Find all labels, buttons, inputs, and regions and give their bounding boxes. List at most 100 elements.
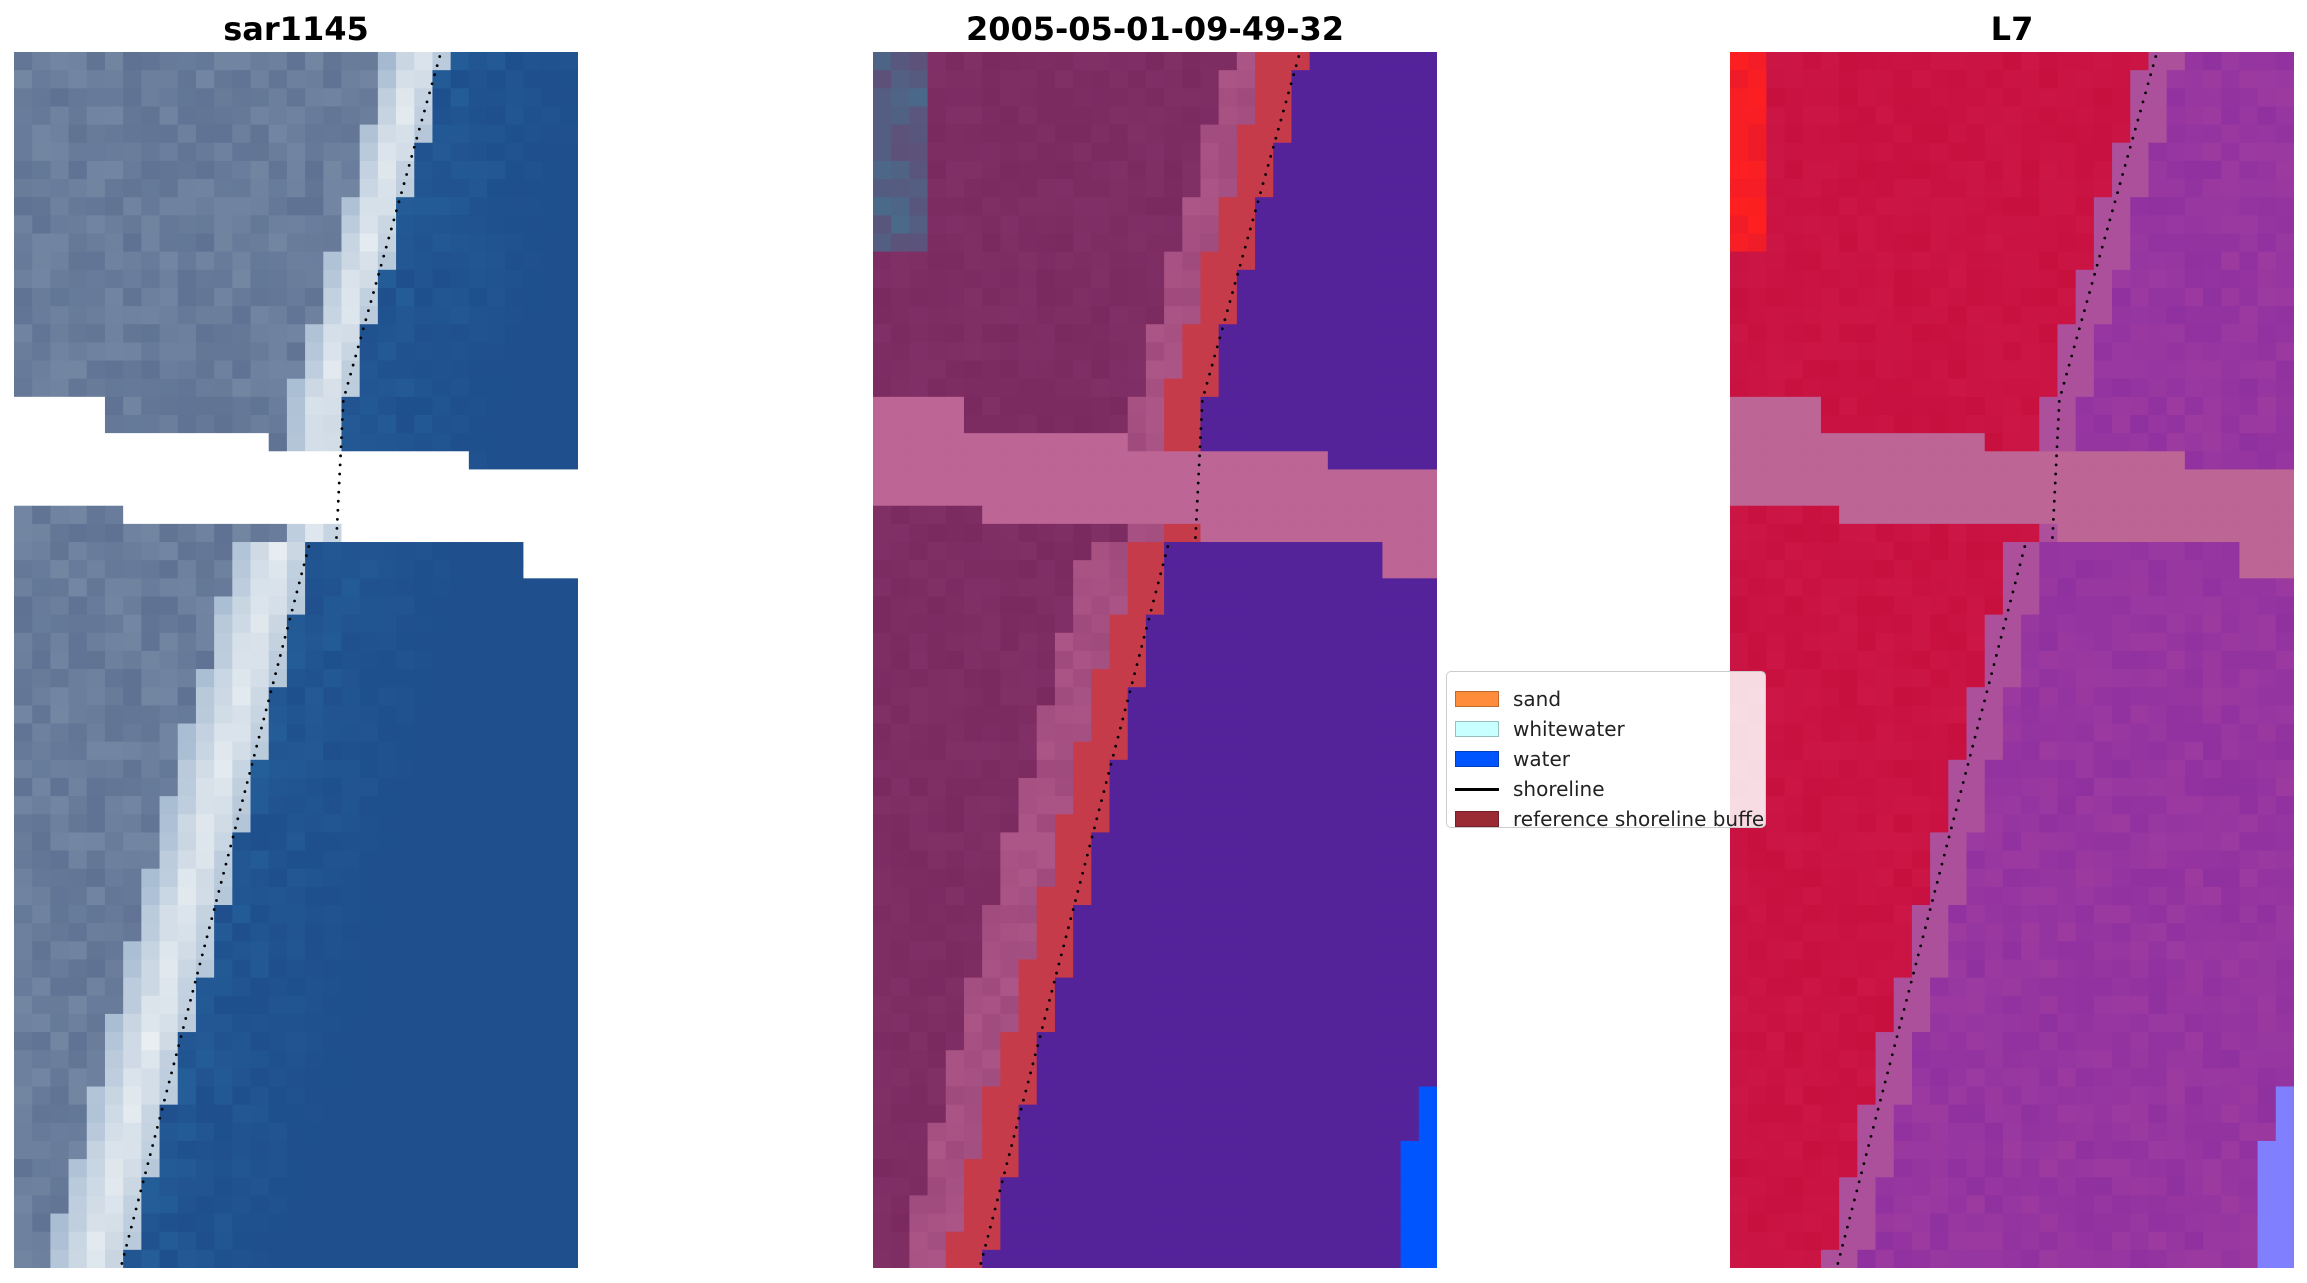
class-pixel bbox=[982, 1249, 1001, 1268]
rgb-pixel bbox=[468, 868, 488, 888]
rgb-pixel bbox=[68, 542, 88, 561]
class-pixel bbox=[1109, 52, 1129, 71]
rgb-pixel bbox=[32, 814, 51, 834]
class-pixel bbox=[1382, 669, 1402, 688]
class-pixel bbox=[1218, 650, 1238, 670]
rgb-pixel bbox=[123, 1140, 142, 1160]
class-pixel bbox=[1000, 124, 1020, 144]
rgb-pixel bbox=[286, 233, 306, 253]
index-pixel bbox=[1966, 142, 1986, 162]
rgb-pixel bbox=[487, 1068, 506, 1088]
rgb-pixel bbox=[50, 160, 70, 180]
class-pixel bbox=[1018, 342, 1038, 362]
shoreline-point bbox=[146, 1162, 150, 1166]
rgb-pixel bbox=[414, 1122, 434, 1142]
panel-title-l7: L7 bbox=[1990, 10, 2034, 48]
class-pixel bbox=[945, 487, 965, 507]
class-pixel bbox=[1364, 1068, 1384, 1088]
class-pixel bbox=[1382, 179, 1402, 198]
rgb-pixel bbox=[377, 1231, 397, 1251]
index-pixel bbox=[2112, 52, 2131, 71]
rgb-pixel bbox=[214, 850, 233, 870]
class-pixel bbox=[1218, 106, 1238, 126]
class-pixel bbox=[1182, 70, 1202, 89]
rgb-pixel bbox=[104, 1231, 124, 1251]
index-pixel bbox=[1839, 306, 1858, 325]
class-pixel bbox=[1218, 814, 1238, 834]
rgb-pixel bbox=[123, 1086, 142, 1106]
class-pixel bbox=[1346, 523, 1365, 543]
class-pixel bbox=[1127, 995, 1147, 1015]
rgb-pixel bbox=[177, 796, 197, 815]
class-pixel bbox=[1182, 850, 1202, 870]
rgb-pixel bbox=[123, 433, 142, 452]
class-pixel bbox=[873, 342, 892, 362]
rgb-pixel bbox=[450, 360, 470, 380]
class-pixel bbox=[1236, 832, 1256, 852]
class-pixel bbox=[1291, 1086, 1311, 1106]
class-pixel bbox=[1018, 1104, 1038, 1124]
rgb-pixel bbox=[541, 124, 561, 144]
class-pixel bbox=[927, 106, 947, 126]
index-pixel bbox=[2057, 197, 2077, 216]
class-pixel bbox=[1164, 1013, 1183, 1033]
shoreline-point bbox=[1284, 100, 1288, 104]
class-pixel bbox=[873, 959, 892, 979]
rgb-pixel bbox=[468, 1086, 488, 1106]
class-pixel bbox=[1073, 832, 1092, 852]
index-pixel bbox=[2166, 233, 2186, 253]
class-pixel bbox=[945, 1177, 965, 1196]
rgb-pixel bbox=[232, 669, 252, 688]
index-pixel bbox=[1911, 360, 1931, 380]
class-pixel bbox=[1036, 741, 1056, 761]
index-pixel bbox=[2257, 306, 2277, 325]
rgb-pixel bbox=[305, 1249, 324, 1268]
rgb-pixel bbox=[159, 777, 179, 797]
class-pixel bbox=[1164, 1213, 1183, 1233]
rgb-pixel bbox=[268, 542, 288, 561]
rgb-pixel bbox=[377, 796, 397, 815]
class-pixel bbox=[1346, 560, 1365, 579]
index-pixel bbox=[1984, 360, 2004, 380]
class-pixel bbox=[1364, 995, 1384, 1015]
rgb-pixel bbox=[559, 1231, 578, 1251]
class-pixel bbox=[1182, 52, 1202, 71]
shoreline-point bbox=[415, 136, 419, 140]
rgb-pixel bbox=[68, 52, 88, 71]
shoreline-point bbox=[1274, 136, 1278, 140]
class-pixel bbox=[1164, 197, 1183, 216]
class-pixel bbox=[1109, 632, 1129, 652]
index-pixel bbox=[1984, 70, 2004, 89]
class-pixel bbox=[909, 596, 929, 616]
class-pixel bbox=[1164, 669, 1183, 688]
class-pixel bbox=[1164, 723, 1183, 743]
class-pixel bbox=[1273, 233, 1293, 253]
rgb-pixel bbox=[359, 1213, 379, 1233]
index-pixel bbox=[1930, 70, 1949, 89]
rgb-pixel bbox=[487, 850, 506, 870]
index-pixel bbox=[2057, 233, 2077, 253]
rgb-pixel bbox=[286, 505, 306, 525]
index-pixel bbox=[2039, 269, 2059, 289]
rgb-pixel bbox=[14, 179, 33, 198]
class-pixel bbox=[1291, 1122, 1311, 1142]
class-pixel bbox=[1327, 124, 1347, 144]
class-pixel bbox=[1382, 487, 1402, 507]
class-pixel bbox=[1218, 487, 1238, 507]
rgb-pixel bbox=[104, 923, 124, 942]
rgb-pixel bbox=[250, 1050, 270, 1069]
class-pixel bbox=[1327, 433, 1347, 452]
class-pixel bbox=[1018, 306, 1038, 325]
rgb-pixel bbox=[50, 396, 70, 416]
rgb-pixel bbox=[323, 1050, 343, 1069]
class-pixel bbox=[1236, 469, 1256, 489]
rgb-pixel bbox=[432, 977, 452, 997]
rgb-pixel bbox=[359, 378, 379, 398]
index-pixel bbox=[2021, 142, 2040, 162]
shoreline-point bbox=[335, 517, 339, 521]
class-pixel bbox=[1418, 759, 1437, 779]
rgb-pixel bbox=[305, 342, 324, 362]
class-pixel bbox=[1054, 777, 1074, 797]
index-pixel bbox=[1948, 124, 1968, 144]
class-pixel bbox=[1036, 142, 1056, 162]
